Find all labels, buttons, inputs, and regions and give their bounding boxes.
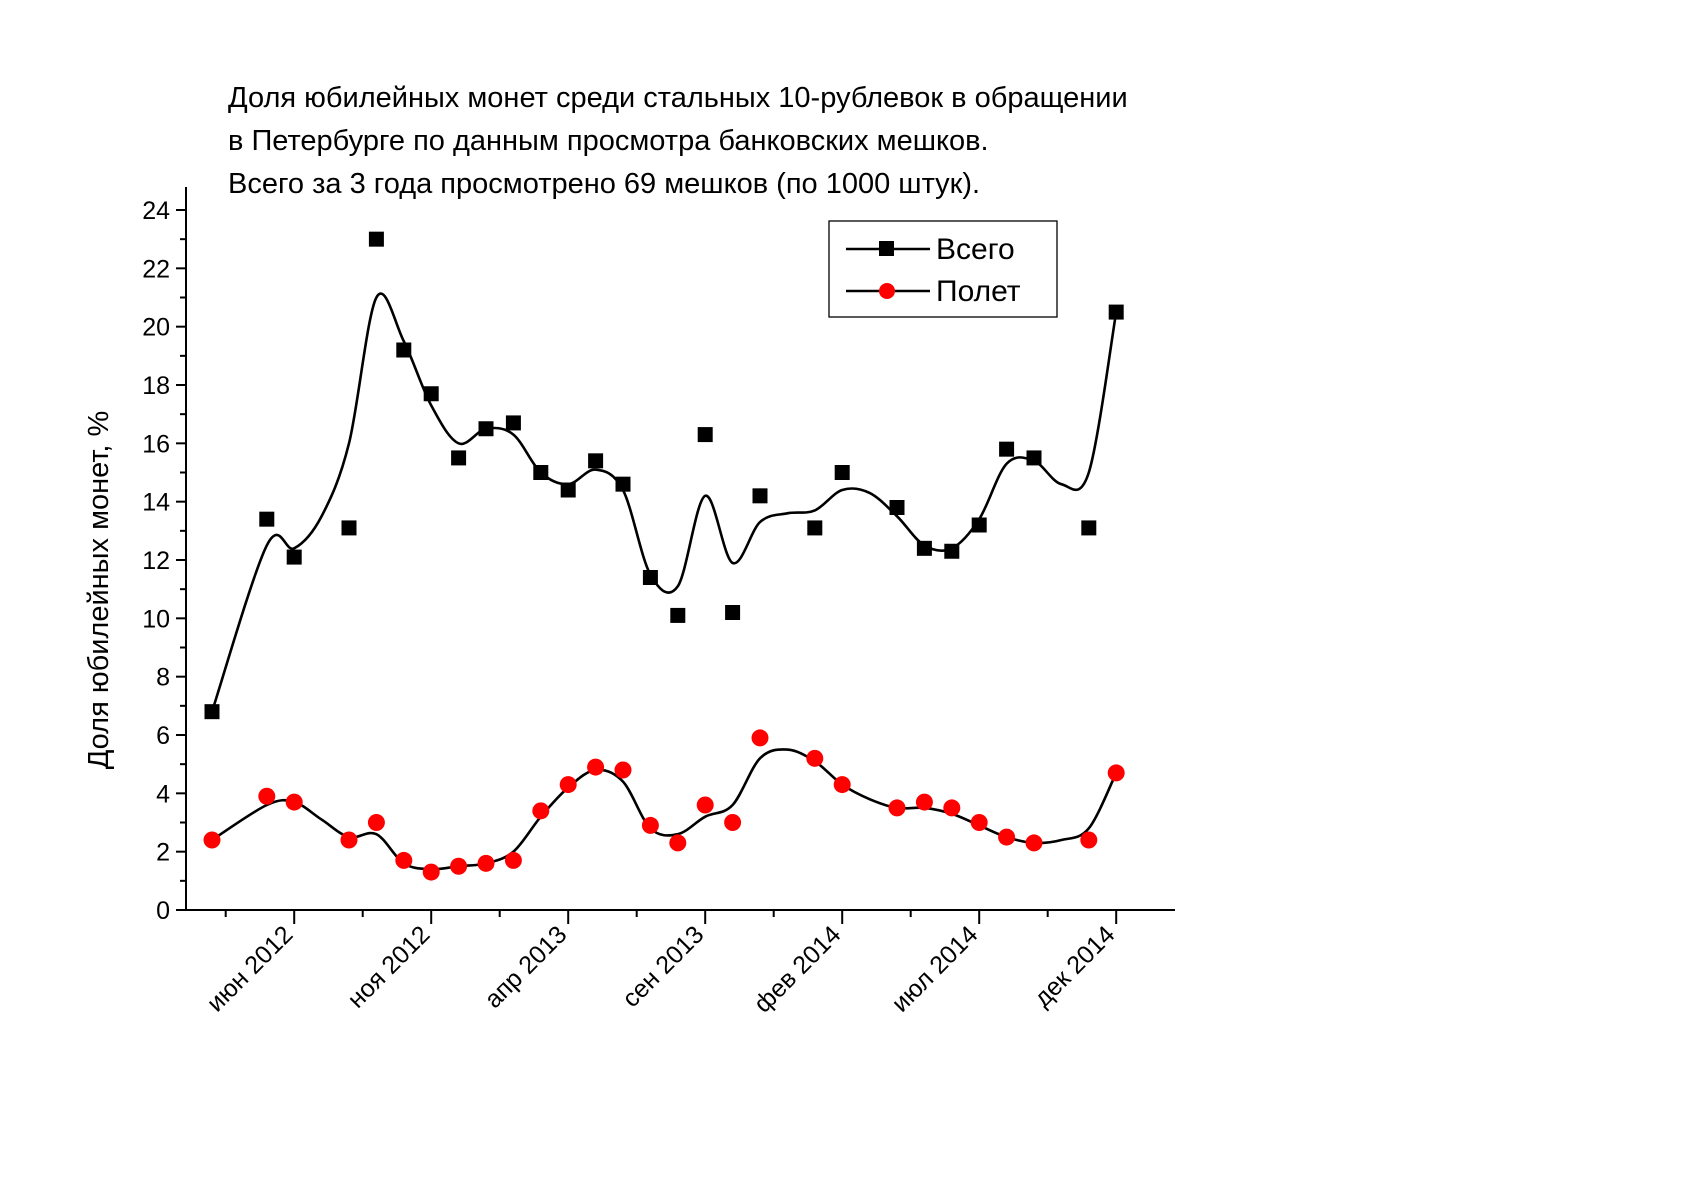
chart-title-line: в Петербурге по данным просмотра банковс… xyxy=(228,125,989,157)
data-point-total xyxy=(341,520,357,536)
data-point-total xyxy=(999,441,1015,457)
x-tick-label: апр 2013 xyxy=(479,920,572,1013)
x-tick-label: дек 2014 xyxy=(1029,920,1121,1012)
data-point-total xyxy=(642,570,658,585)
data-point-total xyxy=(807,520,823,536)
y-tick-label: 14 xyxy=(142,489,170,517)
data-point-total xyxy=(944,543,960,559)
data-point-polet xyxy=(285,793,303,811)
data-point-total xyxy=(615,476,631,492)
y-tick-label: 2 xyxy=(156,839,170,867)
data-point-polet xyxy=(833,776,851,794)
chart-title: Доля юбилейных монет среди стальных 10-р… xyxy=(228,82,1128,200)
data-point-polet xyxy=(669,834,687,852)
x-tick-label: июн 2012 xyxy=(202,920,299,1017)
data-point-polet xyxy=(641,816,659,834)
data-point-total xyxy=(368,231,384,247)
data-point-total xyxy=(697,427,713,443)
data-point-polet xyxy=(696,796,714,814)
chart-title-line: Всего за 3 года просмотрено 69 мешков (п… xyxy=(228,168,980,200)
data-point-total xyxy=(259,511,275,527)
data-point-total xyxy=(423,386,439,402)
data-point-polet xyxy=(970,814,988,831)
smooth-curve-polet xyxy=(211,748,1118,871)
x-tick-label: июл 2014 xyxy=(886,920,983,1017)
chart-title-line: Доля юбилейных монет среди стальных 10-р… xyxy=(228,82,1128,114)
data-point-polet xyxy=(504,851,522,869)
data-point-polet xyxy=(532,802,550,820)
data-markers xyxy=(203,231,1125,881)
data-point-total xyxy=(478,421,494,437)
data-point-polet xyxy=(806,749,824,767)
data-point-total xyxy=(204,704,220,720)
data-point-polet xyxy=(395,851,413,869)
data-point-polet xyxy=(258,787,276,805)
data-point-total xyxy=(1081,520,1097,536)
data-point-polet xyxy=(888,799,906,817)
data-point-total xyxy=(971,517,987,533)
y-tick-label: 8 xyxy=(156,664,170,692)
x-tick-label: сен 2013 xyxy=(617,920,709,1012)
data-point-polet xyxy=(614,761,632,779)
data-point-total xyxy=(1108,304,1124,320)
data-point-polet xyxy=(998,828,1016,846)
data-point-total xyxy=(1026,450,1042,466)
data-point-polet xyxy=(450,857,468,875)
y-tick-label: 24 xyxy=(142,197,170,225)
x-tick-label: фев 2014 xyxy=(749,920,847,1018)
y-tick-label: 10 xyxy=(142,605,170,633)
y-tick-label: 4 xyxy=(156,780,170,808)
y-axis-title: Доля юбилейных монет, % xyxy=(83,411,115,770)
data-point-total xyxy=(725,605,741,620)
data-point-total xyxy=(889,500,905,515)
data-point-polet xyxy=(1025,834,1043,852)
y-tick-label: 22 xyxy=(142,255,170,283)
data-point-total xyxy=(752,488,768,504)
data-point-total xyxy=(670,607,686,623)
data-point-polet xyxy=(724,814,742,831)
y-tick-label: 0 xyxy=(156,897,170,925)
data-point-total xyxy=(533,465,549,480)
legend-box xyxy=(828,220,1058,318)
data-point-polet xyxy=(367,814,385,831)
data-point-total xyxy=(451,450,467,466)
legend-label-total: Всего xyxy=(936,233,1015,266)
data-point-polet xyxy=(587,758,605,776)
data-point-total xyxy=(834,465,850,480)
smooth-curve-total xyxy=(210,292,1118,713)
data-point-total xyxy=(916,540,932,556)
data-point-total xyxy=(560,482,576,498)
y-tick-label: 16 xyxy=(142,430,170,458)
data-point-total xyxy=(505,415,521,431)
x-tick-label: ноя 2012 xyxy=(342,920,435,1013)
y-tick-label: 6 xyxy=(156,722,170,750)
data-point-polet xyxy=(559,776,577,794)
data-point-polet xyxy=(1107,764,1125,782)
legend-label-polet: Полет xyxy=(936,275,1021,308)
data-point-polet xyxy=(943,799,961,817)
legend-marker-total xyxy=(879,241,894,256)
data-point-polet xyxy=(751,729,769,747)
y-tick-label: 20 xyxy=(142,314,170,342)
data-point-polet xyxy=(422,863,440,881)
data-point-polet xyxy=(915,793,933,811)
data-point-total xyxy=(588,453,604,469)
data-point-total xyxy=(286,549,302,565)
data-point-total xyxy=(396,342,412,358)
smooth-curves xyxy=(210,292,1118,871)
data-point-polet xyxy=(1080,831,1098,849)
data-point-polet xyxy=(340,831,358,849)
y-tick-label: 12 xyxy=(142,547,170,575)
y-tick-label: 18 xyxy=(142,372,170,400)
data-point-polet xyxy=(477,854,495,872)
legend-marker-polet xyxy=(879,283,895,299)
legend: Всего Полет xyxy=(828,220,1058,318)
data-point-polet xyxy=(203,831,221,849)
